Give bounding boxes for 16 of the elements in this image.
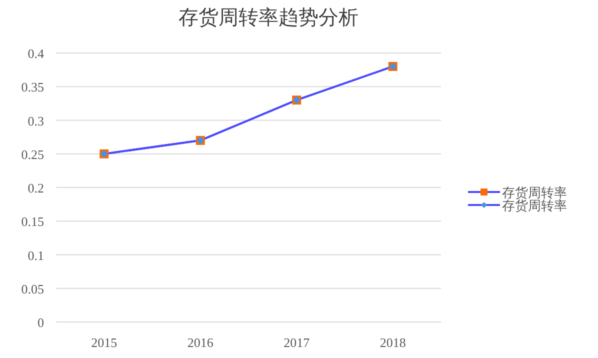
x-tick-label: 2016 [187, 335, 214, 350]
y-tick-label: 0.35 [21, 80, 44, 95]
y-tick-label: 0.4 [28, 46, 44, 61]
y-tick-label: 0.15 [21, 214, 44, 230]
y-tick-label: 0.1 [28, 248, 44, 263]
legend-label: 存货周转率 [502, 198, 567, 213]
x-tick-label: 2018 [380, 335, 406, 350]
x-tick-label: 2017 [284, 335, 310, 350]
y-tick-label: 0.05 [21, 281, 44, 296]
chart-title: 存货周转率趋势分析 [178, 7, 358, 29]
y-tick-label: 0.2 [28, 180, 44, 196]
y-tick-label: 0 [38, 315, 44, 330]
legend-label: 存货周转率 [502, 185, 567, 200]
y-tick-label: 0.25 [21, 146, 44, 162]
x-tick-label: 2015 [91, 335, 118, 350]
y-tick-label: 0.3 [28, 113, 44, 128]
